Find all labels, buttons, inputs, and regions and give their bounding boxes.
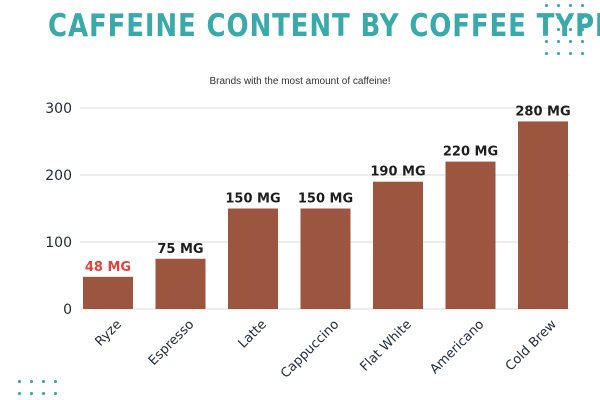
decorative-dot	[569, 40, 572, 43]
decorative-dot	[557, 52, 560, 55]
decorative-dot	[581, 40, 584, 43]
chart-title: CAFFEINE CONTENT BY COFFEE TYPE	[48, 8, 600, 44]
chart-subtitle: Brands with the most amount of caffeine!	[209, 76, 391, 87]
decorative-dot	[581, 28, 584, 31]
decorative-dot	[557, 40, 560, 43]
x-tick-label: Ryze	[92, 317, 124, 349]
data-label: 150 MG	[298, 192, 353, 207]
data-label: 48 MG	[85, 260, 131, 275]
decorative-dot	[54, 380, 57, 383]
decorative-dot	[557, 28, 560, 31]
y-tick-label: 300	[45, 101, 72, 117]
decorative-dot	[545, 28, 548, 31]
decorative-dot	[557, 4, 560, 7]
decorative-dot	[545, 16, 548, 19]
decorative-dot	[545, 4, 548, 7]
y-tick-label: 200	[45, 168, 72, 184]
decorative-dot	[54, 392, 57, 395]
bar	[445, 161, 496, 309]
decorative-dot	[569, 16, 572, 19]
x-tick-label: Cappuccino	[278, 317, 342, 381]
x-tick-label: Flat White	[357, 317, 414, 374]
decorative-dot	[42, 392, 45, 395]
decorative-dot	[569, 52, 572, 55]
bar	[300, 208, 351, 309]
decorative-dot	[545, 52, 548, 55]
bar	[83, 276, 133, 309]
decorative-dot	[581, 4, 584, 7]
bar	[155, 258, 206, 309]
data-label: 220 MG	[443, 145, 498, 160]
data-label: 190 MG	[370, 165, 425, 180]
decorative-dot	[569, 4, 572, 7]
decorative-dot	[30, 392, 33, 395]
decorative-dot	[18, 380, 21, 383]
decorative-dot	[18, 392, 21, 395]
bar	[228, 208, 278, 309]
decorative-dot	[42, 380, 45, 383]
data-label: 150 MG	[225, 192, 280, 207]
x-tick-label: Americano	[427, 317, 487, 377]
x-tick-label: Latte	[236, 317, 270, 351]
decorative-dot	[30, 380, 33, 383]
decorative-dot	[557, 16, 560, 19]
decorative-dot	[581, 52, 584, 55]
bar	[518, 121, 568, 310]
data-label: 75 MG	[157, 242, 203, 257]
y-tick-label: 0	[63, 302, 72, 318]
decorative-dot	[581, 16, 584, 19]
y-tick-label: 100	[45, 235, 72, 251]
bar	[373, 181, 423, 309]
data-label: 280 MG	[515, 104, 570, 119]
x-tick-label: Espresso	[146, 317, 198, 369]
decorative-dot	[545, 40, 548, 43]
x-tick-label: Cold Brew	[503, 317, 560, 374]
decorative-dot	[569, 28, 572, 31]
